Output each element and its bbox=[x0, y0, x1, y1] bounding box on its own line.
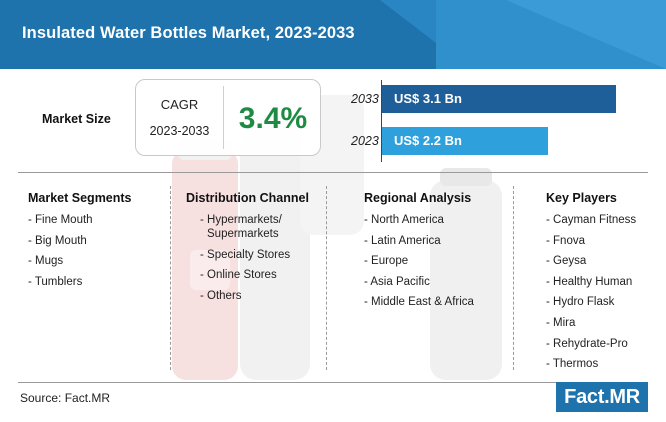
market-segments-column: Market Segments - Fine Mouth - Big Mouth… bbox=[28, 191, 132, 295]
key-players-column: Key Players - Cayman Fitness - Fnova - G… bbox=[546, 191, 636, 378]
bar-2033: US$ 3.1 Bn bbox=[382, 85, 616, 113]
cagr-box: CAGR 2023-2033 3.4% bbox=[135, 79, 321, 156]
list-item: - Others bbox=[200, 289, 242, 302]
column-heading: Market Segments bbox=[28, 191, 132, 205]
list-item: - Big Mouth bbox=[28, 234, 87, 247]
bar-axis bbox=[381, 80, 382, 162]
column-heading: Distribution Channel bbox=[186, 191, 309, 205]
list-item: - Europe bbox=[364, 255, 409, 268]
list-item: - Hydro Flask bbox=[546, 296, 615, 309]
factmr-logo: Fact.MR bbox=[556, 382, 648, 412]
list-item: - Mugs bbox=[28, 255, 64, 268]
footer-divider bbox=[18, 382, 558, 383]
cagr-label: CAGR bbox=[160, 97, 199, 112]
distribution-channel-column: Distribution Channel - Hypermarkets/ Sup… bbox=[186, 191, 309, 309]
column-divider bbox=[326, 186, 327, 370]
list-item: - Rehydrate-Pro bbox=[546, 337, 628, 350]
bar-value-label: US$ 3.1 Bn bbox=[394, 91, 462, 106]
list-item: - Thermos bbox=[546, 358, 599, 371]
cagr-divider bbox=[223, 86, 224, 149]
list-item: - Cayman Fitness bbox=[546, 214, 637, 226]
source-text: Source: Fact.MR bbox=[20, 391, 111, 405]
cagr-period: 2023-2033 bbox=[149, 124, 210, 138]
list-item: - Fnova bbox=[546, 234, 585, 247]
list-item: - Healthy Human bbox=[546, 275, 633, 288]
market-size-label: Market Size bbox=[42, 112, 111, 126]
list-item: - Hypermarkets/ bbox=[200, 214, 282, 226]
bar-value-label: US$ 2.2 Bn bbox=[394, 133, 462, 148]
list-item: - Online Stores bbox=[200, 269, 277, 282]
list-item: - Middle East & Africa bbox=[364, 296, 474, 309]
column-heading: Regional Analysis bbox=[364, 191, 472, 205]
regional-analysis-column: Regional Analysis - North America - Lati… bbox=[364, 191, 474, 316]
header-decoration bbox=[506, 0, 666, 69]
bar-year-label: 2023 bbox=[351, 134, 379, 148]
column-divider bbox=[170, 186, 171, 370]
bar-2023: US$ 2.2 Bn bbox=[382, 127, 548, 155]
header-banner: Insulated Water Bottles Market, 2023-203… bbox=[0, 0, 666, 69]
list-item: - Asia Pacific bbox=[364, 275, 430, 288]
list-item: - Mira bbox=[546, 316, 576, 329]
bar-year-label: 2033 bbox=[351, 92, 379, 106]
list-item: - Geysa bbox=[546, 255, 587, 268]
list-item: - Latin America bbox=[364, 234, 441, 247]
list-item: - Specialty Stores bbox=[200, 248, 291, 261]
list-item: - Tumblers bbox=[28, 275, 83, 288]
section-divider bbox=[18, 172, 648, 173]
list-item: Supermarkets bbox=[207, 228, 279, 240]
cagr-value: 3.4% bbox=[238, 102, 308, 135]
list-item: - Fine Mouth bbox=[28, 214, 93, 226]
column-heading: Key Players bbox=[546, 191, 617, 205]
list-item: - North America bbox=[364, 214, 444, 226]
page-title: Insulated Water Bottles Market, 2023-203… bbox=[22, 24, 355, 42]
column-divider bbox=[513, 186, 514, 370]
